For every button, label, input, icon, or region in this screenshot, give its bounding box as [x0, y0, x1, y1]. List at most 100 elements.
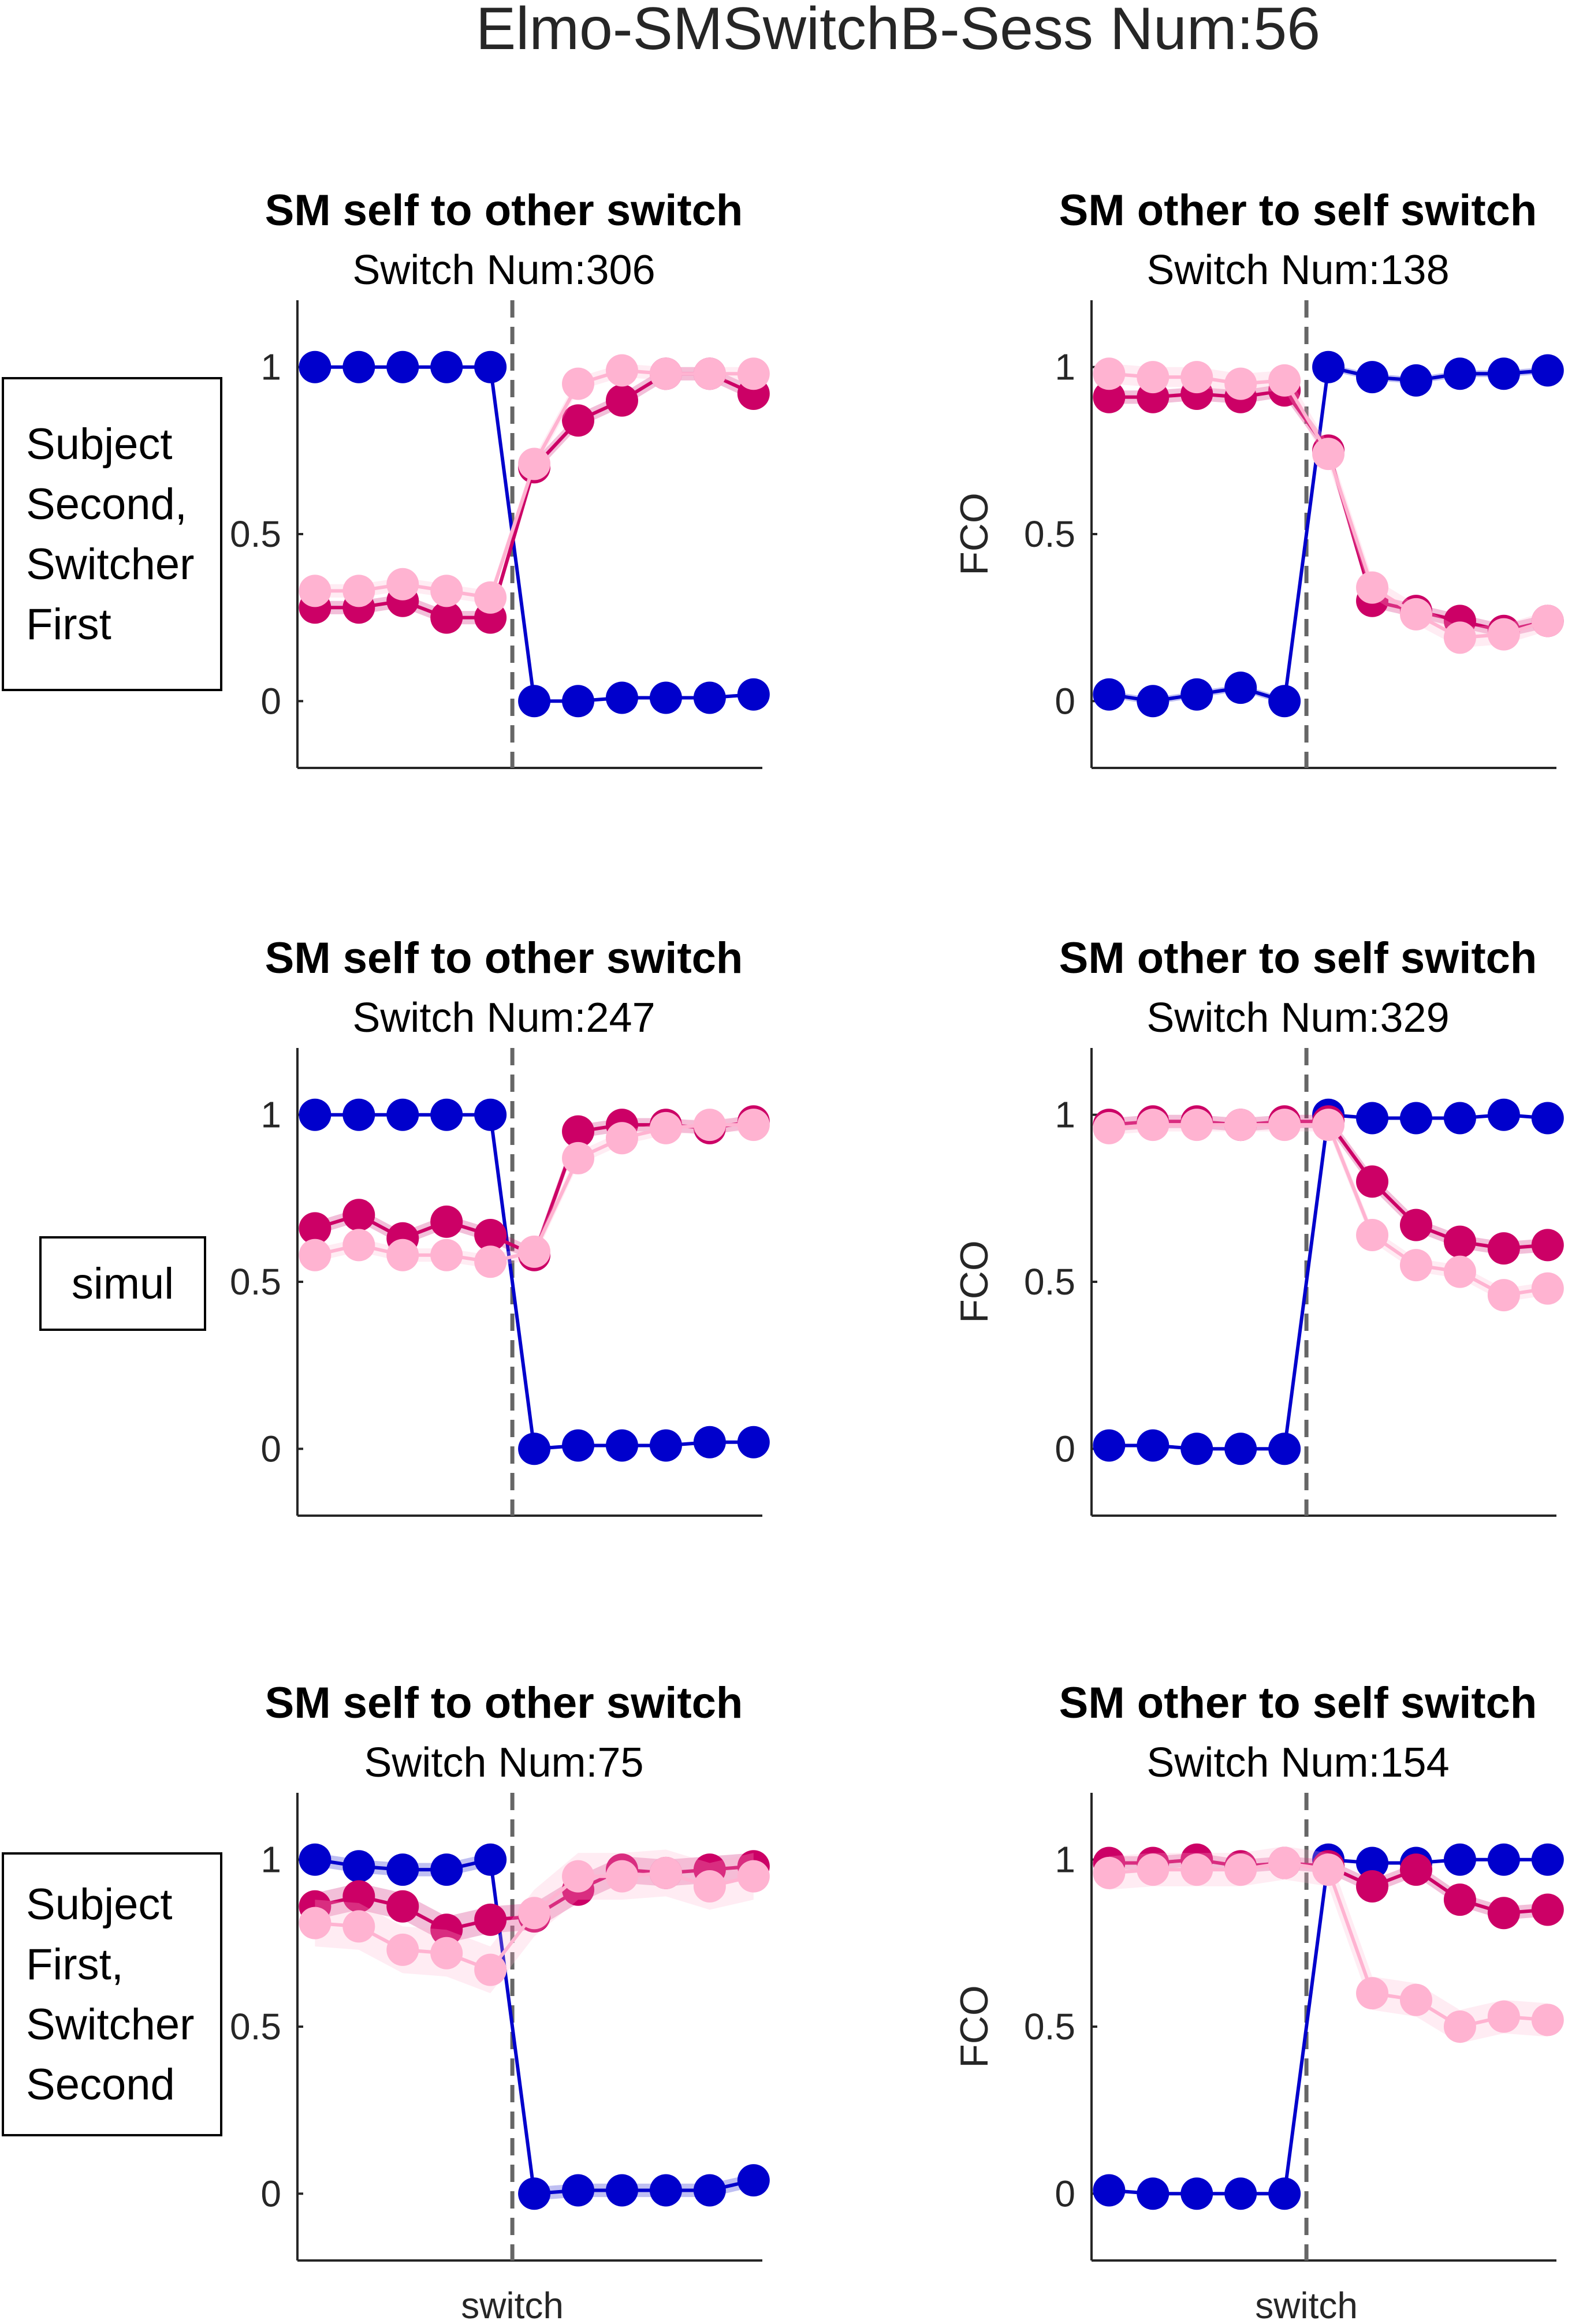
- data-point: [474, 1098, 507, 1131]
- data-point: [1180, 1853, 1213, 1886]
- data-point: [649, 357, 682, 390]
- subplot-3: SM self to other switch Switch Num:247 0 0.…: [230, 934, 770, 1517]
- data-point: [474, 350, 507, 383]
- series-error-band: [315, 363, 754, 605]
- data-point: [518, 1433, 551, 1465]
- data-point: [299, 575, 332, 607]
- series-line: [1108, 365, 1548, 703]
- data-point: [737, 1860, 770, 1893]
- data-point: [1093, 678, 1126, 711]
- y-tick-label: 0.5: [230, 2006, 281, 2047]
- data-point: [1312, 350, 1345, 383]
- data-point: [1487, 357, 1520, 390]
- figure-title: Elmo-SMSwitchB-Sess Num:56: [476, 0, 1320, 62]
- data-point: [1312, 438, 1345, 471]
- series-blue: [1093, 1843, 1564, 2210]
- data-point: [1137, 1109, 1169, 1142]
- y-tick-label: 1: [1055, 1839, 1075, 1881]
- data-point: [649, 1111, 682, 1144]
- data-point: [1137, 2177, 1169, 2210]
- row-label-line: Switcher: [26, 540, 194, 589]
- x-axis-label: switch: [461, 2285, 564, 2324]
- series-pink: [299, 1109, 770, 1278]
- series-blue: [299, 1843, 770, 2210]
- data-point: [1224, 1109, 1257, 1142]
- data-point: [299, 1843, 332, 1876]
- series-pink: [1093, 1846, 1564, 2043]
- data-point: [1531, 354, 1564, 387]
- y-tick-label: 0.5: [1024, 513, 1075, 555]
- data-point: [342, 1910, 375, 1943]
- data-point: [518, 1235, 551, 1268]
- data-point: [737, 1426, 770, 1458]
- data-point: [562, 1429, 595, 1462]
- data-point: [1443, 1255, 1476, 1288]
- data-point: [1356, 1846, 1389, 1879]
- data-point: [562, 1115, 595, 1148]
- data-point: [299, 1212, 332, 1245]
- data-point: [342, 1199, 375, 1232]
- series-blue: [1093, 1098, 1564, 1465]
- data-point: [474, 581, 507, 614]
- data-point: [1224, 1433, 1257, 1465]
- row-label-line: Subject: [26, 1880, 173, 1929]
- data-point: [605, 384, 638, 417]
- data-point: [342, 1229, 375, 1262]
- data-point: [693, 357, 726, 390]
- y-tick-label: 0: [1055, 2173, 1075, 2214]
- row-label-line: Subject: [26, 420, 173, 469]
- data-point: [474, 1843, 507, 1876]
- data-point: [649, 1429, 682, 1462]
- subplot-title: SM self to other switch: [265, 934, 743, 983]
- series-pink: [1093, 1109, 1564, 1312]
- data-point: [518, 447, 551, 480]
- data-point: [342, 1098, 375, 1131]
- data-point: [1137, 685, 1169, 718]
- row-label-line: Second: [26, 2060, 175, 2109]
- data-point: [1399, 1983, 1432, 2016]
- series-error-band: [1109, 383, 1548, 638]
- data-point: [737, 678, 770, 711]
- data-point: [1180, 361, 1213, 394]
- subplot-subtitle: Switch Num:138: [1146, 247, 1449, 293]
- data-point: [1443, 357, 1476, 390]
- series-line: [1109, 389, 1548, 633]
- subplot-5: SM self to other switch Switch Num:75 0 0.5…: [230, 1678, 770, 2324]
- data-point: [1268, 1109, 1301, 1142]
- series-blue: [299, 1098, 770, 1465]
- row-label-line: Second,: [26, 480, 187, 529]
- subplot-title: SM other to self switch: [1059, 934, 1537, 983]
- y-tick-label: 1: [260, 346, 281, 388]
- data-point: [1443, 2010, 1476, 2043]
- data-point: [649, 1856, 682, 1889]
- data-point: [342, 1850, 375, 1883]
- data-point: [1443, 1843, 1476, 1876]
- data-point: [299, 350, 332, 383]
- data-point: [1531, 1843, 1564, 1876]
- data-point: [299, 1098, 332, 1131]
- data-point: [474, 1219, 507, 1251]
- data-point: [1093, 1856, 1126, 1889]
- data-point: [474, 1953, 507, 1986]
- data-point: [1268, 685, 1301, 718]
- data-point: [1487, 1232, 1520, 1265]
- data-point: [1399, 1102, 1432, 1135]
- data-point: [562, 2174, 595, 2207]
- data-point: [1180, 1109, 1213, 1142]
- data-point: [562, 367, 595, 400]
- data-point: [518, 1897, 551, 1930]
- series-line: [1109, 1123, 1548, 1297]
- data-point: [299, 1907, 332, 1939]
- data-point: [1268, 2177, 1301, 2210]
- series-blue: [1093, 350, 1564, 718]
- data-point: [1531, 1893, 1564, 1926]
- row-label-1: Subject Second, Switcher First: [2, 377, 222, 691]
- subplot-title: SM other to self switch: [1059, 186, 1537, 235]
- data-point: [1487, 2000, 1520, 2033]
- subplot-6: SM other to self switch Switch Num:154 0 0.…: [952, 1678, 1564, 2324]
- data-point: [605, 681, 638, 714]
- data-point: [1093, 2174, 1126, 2207]
- series-blue: [299, 350, 770, 718]
- data-point: [605, 1429, 638, 1462]
